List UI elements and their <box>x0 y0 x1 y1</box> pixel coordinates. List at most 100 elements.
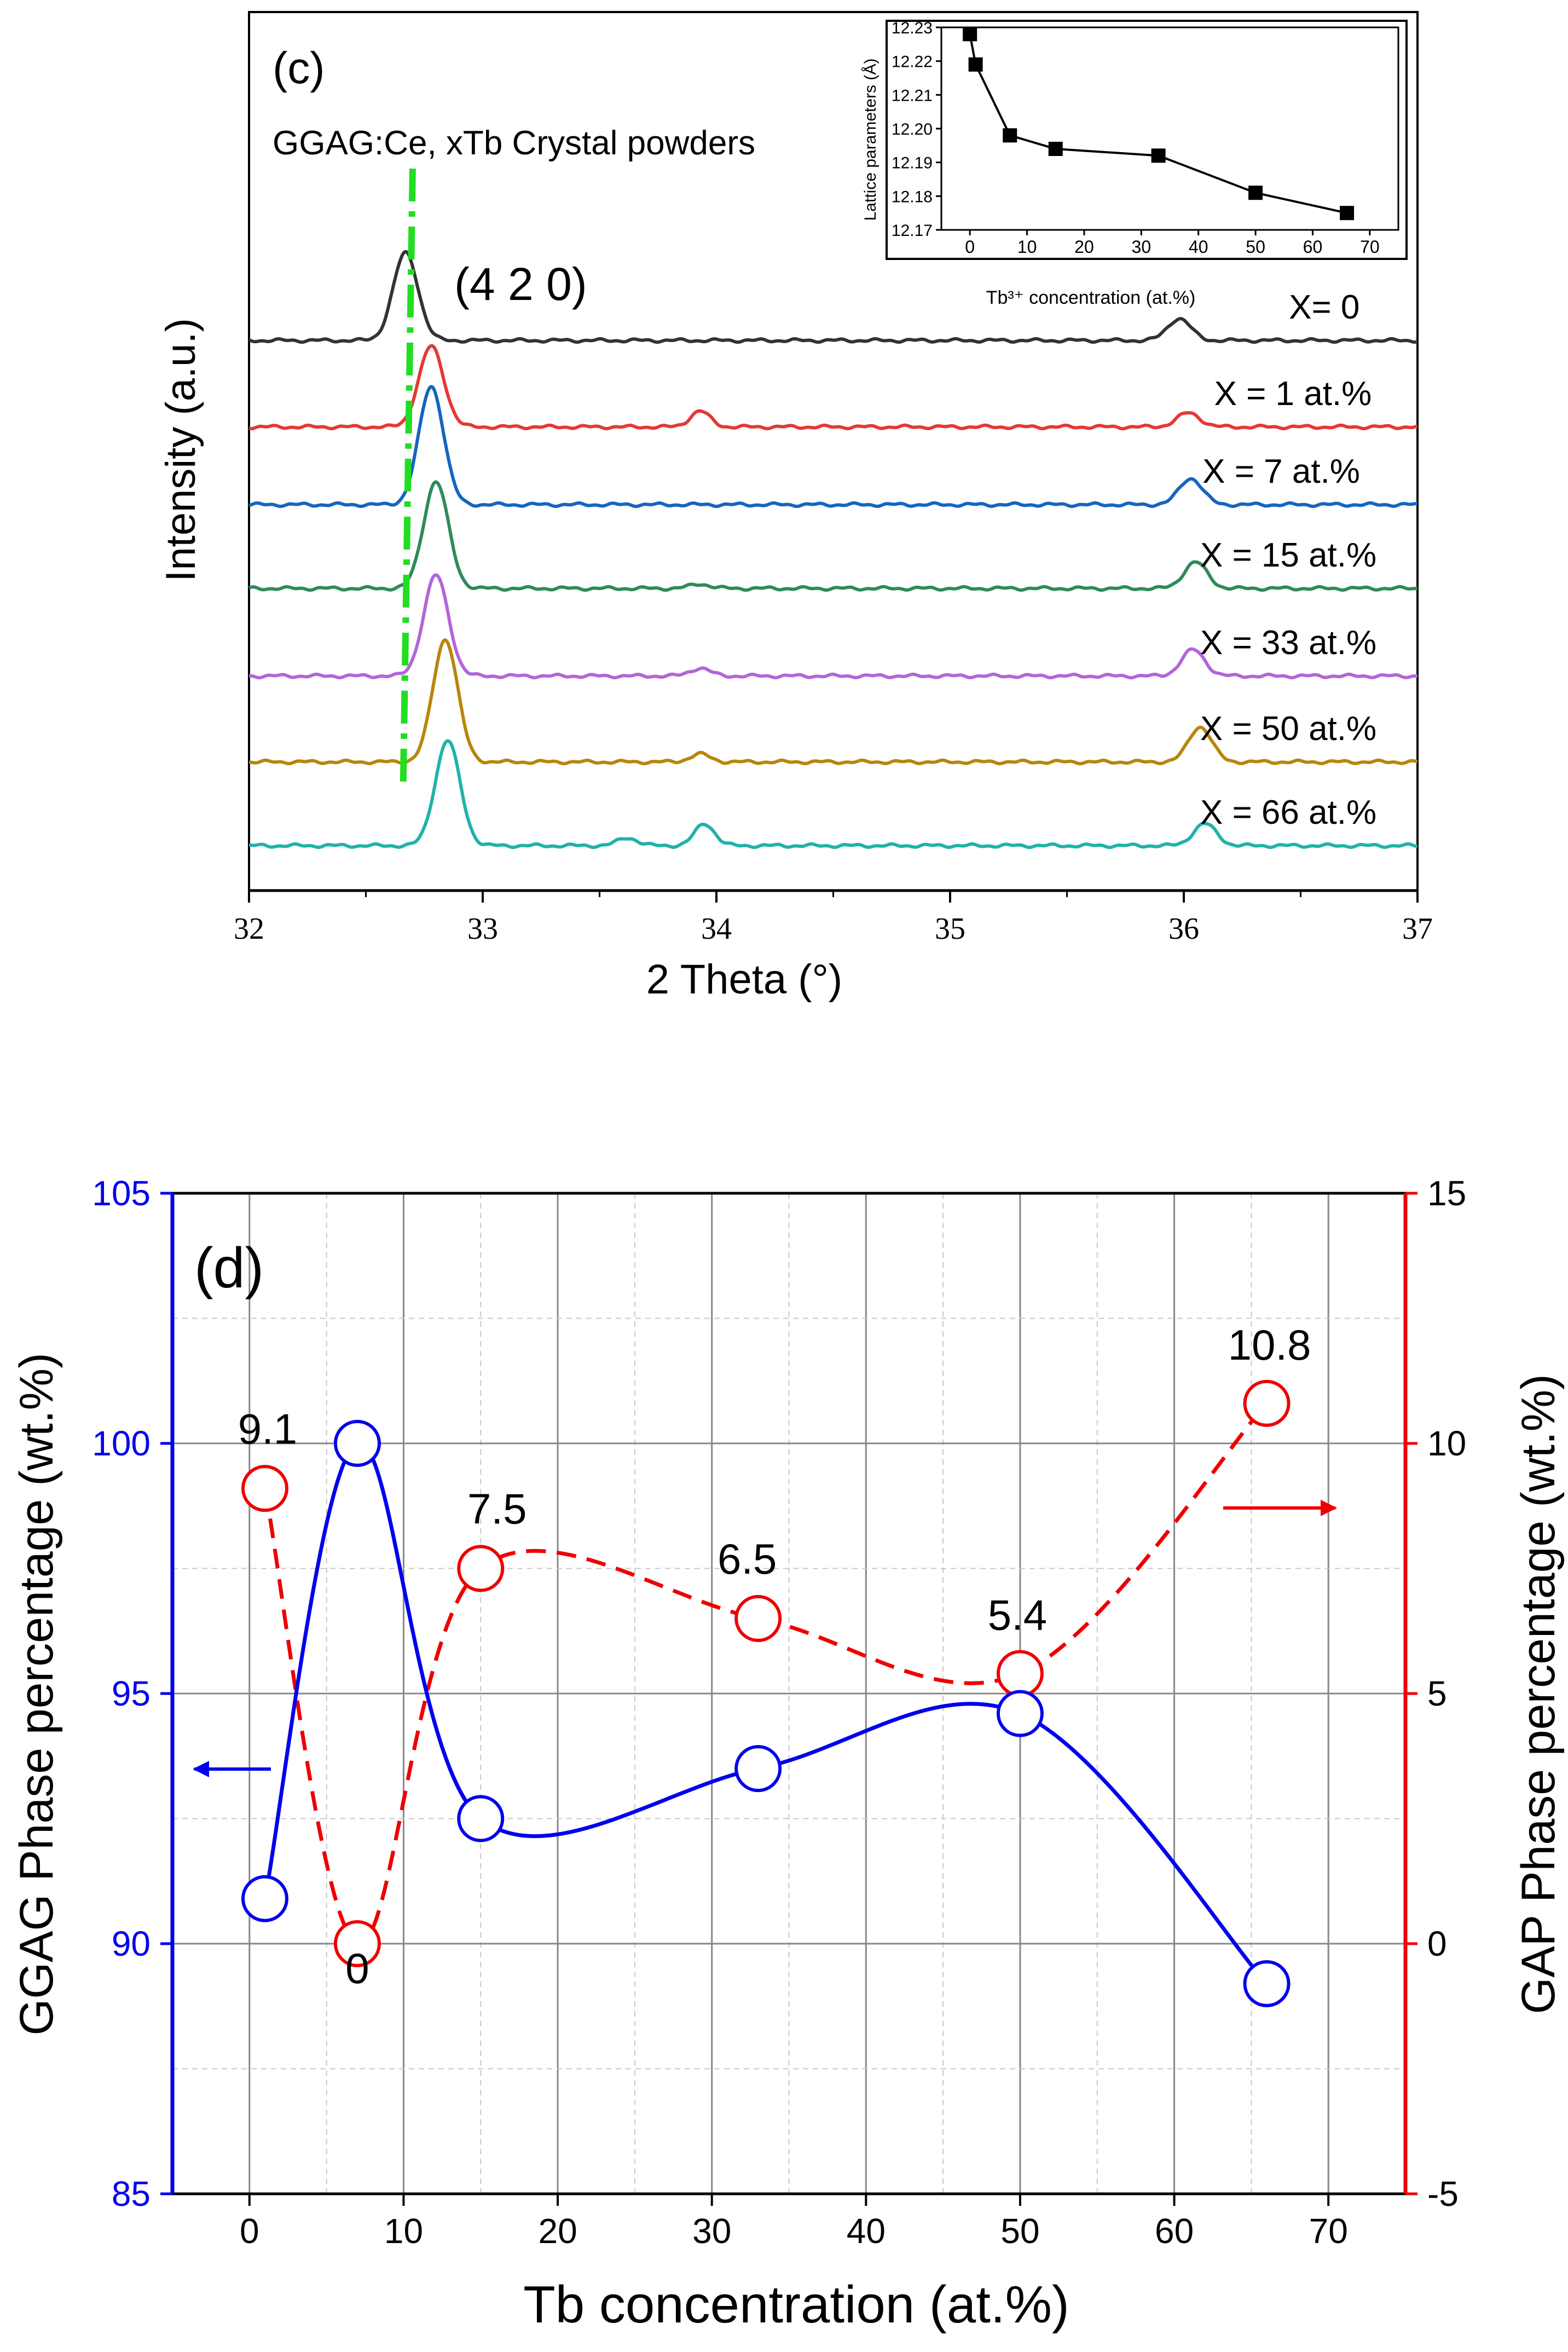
inset-x-tick-label: 40 <box>1189 237 1208 257</box>
gap-data-label: 6.5 <box>718 1535 777 1583</box>
inset-xlabel: Tb³⁺ concentration (at.%) <box>986 287 1196 308</box>
panel-d-label: (d) <box>194 1236 264 1300</box>
panel-d-right-tick-label: 0 <box>1427 1924 1447 1963</box>
panel-c-x-tick-label: 37 <box>1402 912 1433 946</box>
panel-d-x-tick-label: 60 <box>1155 2211 1194 2251</box>
panel-d-ylabel-right: GAP Phase percentage (wt.%) <box>1512 1374 1565 2014</box>
panel-d-x-tick-label: 10 <box>384 2211 423 2251</box>
panel-c-x-tick-label: 34 <box>701 912 732 946</box>
panel-c-label: (c) <box>273 43 325 93</box>
panel-d-ylabel-left: GGAG Phase percentage (wt.%) <box>10 1353 63 2036</box>
curve-label: X = 1 at.% <box>1214 375 1372 413</box>
xrd-curve <box>248 573 1418 680</box>
inset-x-tick-label: 10 <box>1017 237 1037 257</box>
panel-c-x-tick-label: 32 <box>234 912 264 946</box>
panel-d-series: 9.1 0 7.5 6.5 5.4 10.8 <box>238 1321 1311 2008</box>
peak-label: (4 2 0) <box>454 258 587 310</box>
inset-y-tick-label: 12.21 <box>892 86 933 105</box>
panel-d-x-tick-label: 20 <box>538 2211 577 2251</box>
inset-x-tick-label: 50 <box>1246 237 1265 257</box>
inset-point <box>1003 128 1017 143</box>
xrd-curve <box>248 385 1418 508</box>
curve-label: X = 7 at.% <box>1202 453 1360 490</box>
panel-c-xlabel: 2 Theta (°) <box>646 956 842 1003</box>
panel-c: 32 33 34 35 36 37 X= 0 X = 1 at.% X = 7 at.% X =… <box>158 11 1433 1003</box>
inset-chart: 0 10 20 30 40 50 60 70 12.17 12.18 12.19 12.20 12.21… <box>861 19 1408 308</box>
gap-curve <box>263 1402 1269 1946</box>
panel-d-x-tick-label: 40 <box>847 2211 886 2251</box>
panel-d-left-tick-label: 85 <box>112 2174 151 2214</box>
panel-d-left-tick-label: 100 <box>92 1424 151 1463</box>
panel-d-xlabel: Tb concentration (at.%) <box>523 2275 1069 2334</box>
ggag-point <box>734 1745 782 1793</box>
gap-point <box>734 1594 782 1642</box>
panel-c-curve-labels: X= 0 X = 1 at.% X = 7 at.% X = 15 at.% X = 3… <box>1200 288 1376 831</box>
curve-label: X = 66 at.% <box>1200 794 1376 831</box>
ggag-point <box>457 1795 505 1842</box>
inset-point <box>1248 186 1263 200</box>
panel-d-grid <box>172 1192 1405 2195</box>
gap-point <box>996 1650 1044 1697</box>
inset-y-tick-label: 12.19 <box>892 154 933 172</box>
curve-label: X = 15 at.% <box>1200 536 1376 574</box>
inset-y-tick-label: 12.18 <box>892 188 933 206</box>
inset-ylabel: Lattice parameters (Å) <box>861 59 880 221</box>
panel-c-curves <box>248 250 1419 850</box>
inset-point <box>1340 206 1355 221</box>
reference-dash-line <box>400 168 416 783</box>
inset-x-tick-label: 20 <box>1074 237 1094 257</box>
panel-d-right-tick-label: 10 <box>1427 1424 1466 1463</box>
xrd-curve <box>248 250 1418 344</box>
ggag-point <box>333 1420 381 1467</box>
panel-d-ticks: 0 10 20 30 40 50 60 70 85 90 95 100 105 -5 0 5 10 15 <box>92 1174 1466 2251</box>
inset-data <box>963 27 1355 221</box>
panel-d-right-tick-label: 5 <box>1427 1674 1447 1713</box>
panel-c-ylabel: Intensity (a.u.) <box>158 318 204 582</box>
panel-d-left-tick-label: 95 <box>112 1674 151 1713</box>
panel-c-x-tick-label: 36 <box>1168 912 1199 946</box>
inset-point <box>1048 142 1063 156</box>
inset-y-tick-label: 12.20 <box>892 120 933 138</box>
gap-data-label: 0 <box>345 1944 369 1992</box>
gap-point <box>241 1465 288 1512</box>
inset-plot-frame: 0 10 20 30 40 50 60 70 12.17 12.18 12.19 12.20 12.21… <box>892 19 1399 257</box>
xrd-curve <box>248 638 1418 766</box>
inset-x-tick-label: 30 <box>1132 237 1152 257</box>
gap-data-label: 7.5 <box>467 1485 526 1533</box>
gap-data-label: 5.4 <box>988 1591 1047 1639</box>
inset-point <box>1151 148 1166 163</box>
inset-x-tick-label: 70 <box>1360 237 1380 257</box>
ggag-point <box>241 1875 288 1922</box>
curve-label: X = 33 at.% <box>1200 624 1376 662</box>
panel-d-left-tick-label: 105 <box>92 1174 151 1213</box>
ggag-point <box>1243 1960 1291 2008</box>
gap-point <box>1243 1379 1291 1427</box>
gap-point <box>457 1545 505 1592</box>
ggag-point <box>996 1690 1044 1737</box>
panel-c-x-ticks: 32 33 34 35 36 37 <box>234 891 1433 946</box>
xrd-curve <box>248 480 1418 592</box>
inset-x-tick-label: 0 <box>965 237 975 257</box>
curve-label: X= 0 <box>1289 288 1359 326</box>
panel-c-title: GGAG:Ce, xTb Crystal powders <box>273 124 755 162</box>
panel-d-x-tick-label: 50 <box>1000 2211 1039 2251</box>
inset-y-tick-label: 12.17 <box>892 222 933 240</box>
inset-y-tick-label: 12.22 <box>892 53 933 71</box>
gap-point <box>333 1920 381 1967</box>
panel-d-x-tick-label: 0 <box>240 2211 259 2251</box>
inset-y-tick-label: 12.23 <box>892 19 933 37</box>
panel-d-right-tick-label: -5 <box>1427 2174 1459 2214</box>
xrd-curve <box>248 739 1418 850</box>
gap-data-label: 9.1 <box>238 1405 297 1453</box>
inset-x-tick-label: 60 <box>1303 237 1323 257</box>
gap-data-label: 10.8 <box>1228 1321 1311 1369</box>
curve-label: X = 50 at.% <box>1200 710 1376 748</box>
panel-d-x-tick-label: 30 <box>692 2211 731 2251</box>
panel-d-right-tick-label: 15 <box>1427 1174 1466 1213</box>
panel-c-x-tick-label: 35 <box>935 912 965 946</box>
inset-point <box>968 57 983 72</box>
panel-d-x-tick-label: 70 <box>1309 2211 1348 2251</box>
inset-point <box>963 27 977 42</box>
